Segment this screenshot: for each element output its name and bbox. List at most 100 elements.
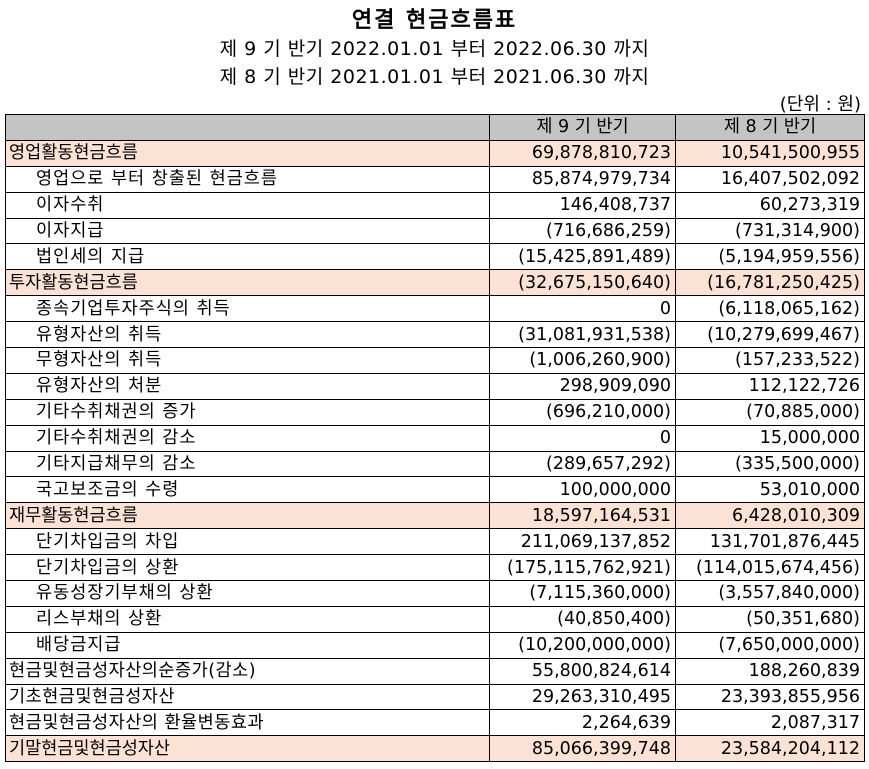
row-label: 무형자산의 취득 <box>5 347 490 374</box>
row-current-value: 69,878,810,723 <box>489 139 676 167</box>
row-current-value: (15,425,891,489) <box>489 243 676 271</box>
unit-label: (단위 : 원) <box>779 94 861 115</box>
row-current-value: (32,675,150,640) <box>489 269 676 297</box>
row-prior-value: (16,781,250,425) <box>675 269 865 297</box>
row-label: 기타수취채권의 감소 <box>5 424 490 452</box>
row-prior-value: (5,194,959,556) <box>675 243 865 271</box>
row-label: 현금및현금성자산의 환율변동효과 <box>5 709 490 737</box>
row-prior-value: 2,087,317 <box>675 709 865 737</box>
table-row: 이자수취 146,408,737 60,273,319 <box>5 191 865 219</box>
row-current-value: 0 <box>489 424 676 452</box>
header-current-period: 제 9 기 반기 <box>489 114 676 141</box>
row-prior-value: 15,000,000 <box>675 424 865 452</box>
row-label: 이자수취 <box>5 191 490 219</box>
row-label: 유동성장기부채의 상환 <box>5 580 490 607</box>
table-row: 무형자산의 취득 (1,006,260,900) (157,233,522) <box>5 347 865 374</box>
table-row: 재무활동현금흐름 18,597,164,531 6,428,010,309 <box>5 502 865 530</box>
row-label: 종속기업투자주식의 취득 <box>5 295 490 323</box>
table-row: 배당금지급 (10,200,000,000) (7,650,000,000) <box>5 631 865 659</box>
period-prior: 제 8 기 반기 2021.01.01 부터 2021.06.30 까지 <box>219 66 650 88</box>
row-current-value: (31,081,931,538) <box>489 321 676 349</box>
table-row: 유형자산의 취득 (31,081,931,538) (10,279,699,467) <box>5 321 865 349</box>
row-current-value: 18,597,164,531 <box>489 502 676 530</box>
row-prior-value: (6,118,065,162) <box>675 295 865 323</box>
statement-title: 연결 현금흐름표 <box>351 8 518 33</box>
row-prior-value: 188,260,839 <box>675 657 865 685</box>
row-label: 법인세의 지급 <box>5 243 490 271</box>
row-label: 기말현금및현금성자산 <box>5 735 490 763</box>
row-current-value: 2,264,639 <box>489 709 676 737</box>
row-prior-value: (50,351,680) <box>675 605 865 633</box>
row-current-value: 146,408,737 <box>489 191 676 219</box>
row-prior-value: 23,393,855,956 <box>675 683 865 711</box>
header-prior-period: 제 8 기 반기 <box>675 114 865 141</box>
table-row: 유동성장기부채의 상환 (7,115,360,000) (3,557,840,000… <box>5 580 865 607</box>
cash-flow-table: 제 9 기 반기 제 8 기 반기 영업활동현금흐름 69,878,810,723… <box>5 114 865 763</box>
row-current-value: (7,115,360,000) <box>489 580 676 607</box>
table-header-row: 제 9 기 반기 제 8 기 반기 <box>5 114 865 141</box>
table-row: 이자지급 (716,686,259) (731,314,900) <box>5 217 865 245</box>
row-current-value: 298,909,090 <box>489 372 676 400</box>
table-row: 법인세의 지급 (15,425,891,489) (5,194,959,556) <box>5 243 865 271</box>
table-row: 기타수취채권의 증가 (696,210,000) (70,885,000) <box>5 398 865 426</box>
header-label-column <box>5 114 490 141</box>
row-current-value: 85,066,399,748 <box>489 735 676 763</box>
row-label: 단기차입금의 차입 <box>5 528 490 556</box>
row-prior-value: 131,701,876,445 <box>675 528 865 556</box>
table-row: 기타지급채무의 감소 (289,657,292) (335,500,000) <box>5 450 865 478</box>
row-prior-value: 23,584,204,112 <box>675 735 865 763</box>
row-prior-value: (731,314,900) <box>675 217 865 245</box>
row-current-value: (40,850,400) <box>489 605 676 633</box>
row-current-value: (716,686,259) <box>489 217 676 245</box>
row-label: 재무활동현금흐름 <box>5 502 490 530</box>
row-prior-value: (3,557,840,000) <box>675 580 865 607</box>
row-label: 기타수취채권의 증가 <box>5 398 490 426</box>
row-current-value: 211,069,137,852 <box>489 528 676 556</box>
row-label: 이자지급 <box>5 217 490 245</box>
table-row: 영업으로 부터 창출된 현금흐름 85,874,979,734 16,407,502… <box>5 165 865 193</box>
table-row: 단기차입금의 상환 (175,115,762,921) (114,015,674,4… <box>5 554 865 582</box>
row-prior-value: (114,015,674,456) <box>675 554 865 582</box>
table-row: 기초현금및현금성자산 29,263,310,495 23,393,855,956 <box>5 683 865 711</box>
table-row: 영업활동현금흐름 69,878,810,723 10,541,500,955 <box>5 139 865 167</box>
row-current-value: (1,006,260,900) <box>489 347 676 374</box>
table-row: 단기차입금의 차입 211,069,137,852 131,701,876,445 <box>5 528 865 556</box>
row-prior-value: 10,541,500,955 <box>675 139 865 167</box>
row-current-value: 29,263,310,495 <box>489 683 676 711</box>
row-prior-value: 53,010,000 <box>675 476 865 504</box>
row-label: 유형자산의 취득 <box>5 321 490 349</box>
row-prior-value: (70,885,000) <box>675 398 865 426</box>
row-prior-value: 112,122,726 <box>675 372 865 400</box>
row-current-value: (696,210,000) <box>489 398 676 426</box>
row-label: 투자활동현금흐름 <box>5 269 490 297</box>
table-row: 유형자산의 처분 298,909,090 112,122,726 <box>5 372 865 400</box>
row-label: 영업으로 부터 창출된 현금흐름 <box>5 165 490 193</box>
row-label: 리스부채의 상환 <box>5 605 490 633</box>
row-label: 배당금지급 <box>5 631 490 659</box>
table-row: 국고보조금의 수령 100,000,000 53,010,000 <box>5 476 865 504</box>
table-row: 종속기업투자주식의 취득 0 (6,118,065,162) <box>5 295 865 323</box>
table-row: 기말현금및현금성자산 85,066,399,748 23,584,204,112 <box>5 735 865 763</box>
row-label: 영업활동현금흐름 <box>5 139 490 167</box>
row-current-value: 100,000,000 <box>489 476 676 504</box>
row-current-value: 55,800,824,614 <box>489 657 676 685</box>
row-prior-value: 6,428,010,309 <box>675 502 865 530</box>
table-row: 현금및현금성자산의순증가(감소) 55,800,824,614 188,260,83… <box>5 657 865 685</box>
row-label: 국고보조금의 수령 <box>5 476 490 504</box>
row-label: 유형자산의 처분 <box>5 372 490 400</box>
row-current-value: (289,657,292) <box>489 450 676 478</box>
row-prior-value: 16,407,502,092 <box>675 165 865 193</box>
row-label: 기초현금및현금성자산 <box>5 683 490 711</box>
table-row: 리스부채의 상환 (40,850,400) (50,351,680) <box>5 605 865 633</box>
period-current: 제 9 기 반기 2022.01.01 부터 2022.06.30 까지 <box>219 38 650 60</box>
table-row: 투자활동현금흐름 (32,675,150,640) (16,781,250,425) <box>5 269 865 297</box>
row-prior-value: (335,500,000) <box>675 450 865 478</box>
row-current-value: 0 <box>489 295 676 323</box>
row-prior-value: (7,650,000,000) <box>675 631 865 659</box>
row-prior-value: 60,273,319 <box>675 191 865 219</box>
row-label: 현금및현금성자산의순증가(감소) <box>5 657 490 685</box>
table-row: 기타수취채권의 감소 0 15,000,000 <box>5 424 865 452</box>
row-current-value: (175,115,762,921) <box>489 554 676 582</box>
row-label: 단기차입금의 상환 <box>5 554 490 582</box>
table-row: 현금및현금성자산의 환율변동효과 2,264,639 2,087,317 <box>5 709 865 737</box>
